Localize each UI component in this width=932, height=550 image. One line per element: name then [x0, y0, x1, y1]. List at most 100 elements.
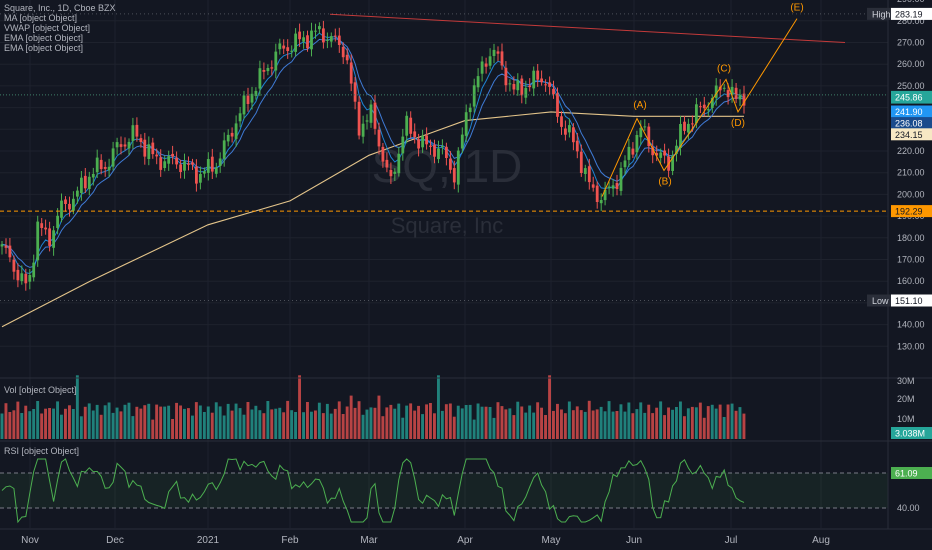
rsi-pane: [0, 458, 888, 524]
volume-bar-168: [667, 407, 670, 439]
volume-bar-147: [583, 411, 587, 439]
volume-bar-60: [238, 408, 242, 439]
volume-bar-72: [286, 400, 290, 439]
candle-body-116: [460, 134, 464, 149]
time-tick-2: 2021: [197, 535, 220, 546]
price-tick-7: 200.00: [897, 189, 925, 199]
volume-bar-76: [302, 412, 305, 439]
volume-bar-116: [460, 408, 464, 439]
candle-body-11: [44, 227, 47, 230]
candle-body-162: [643, 126, 647, 128]
candle-body-68: [270, 67, 274, 69]
volume-bar-101: [401, 417, 405, 439]
volume-bar-30: [119, 411, 123, 439]
volume-bar-15: [60, 414, 63, 439]
volume-label[interactable]: Vol [object Object]: [4, 385, 77, 395]
candle-body-21: [83, 175, 87, 189]
volume-bar-38: [151, 419, 155, 439]
low-tag-bg: [867, 294, 891, 307]
volume-bar-97: [385, 407, 389, 439]
candle-body-108: [429, 145, 432, 147]
volume-bar-103: [409, 403, 413, 439]
volume-bar-65: [258, 410, 262, 439]
support-value-label-bg: [891, 205, 932, 218]
volume-bar-37: [147, 403, 151, 439]
candle-body-90: [357, 101, 361, 136]
volume-bar-69: [274, 408, 278, 439]
legend-indicator-ma[interactable]: MA [object Object]: [4, 13, 78, 23]
candle-body-115: [456, 150, 460, 185]
candle-body-61: [242, 95, 246, 115]
watermark-name: Square, Inc: [391, 213, 504, 238]
candle-body-27: [107, 166, 111, 171]
volume-bar-156: [619, 404, 623, 439]
volume-bar-59: [234, 403, 238, 439]
volume-bar-21: [83, 406, 87, 439]
candle-body-14: [56, 215, 59, 228]
volume-bar-181: [718, 404, 722, 439]
high-value-label: 283.19: [895, 9, 923, 19]
volume-bar-35: [139, 408, 143, 439]
rsi-line: [1, 458, 745, 524]
candle-body-171: [679, 124, 682, 148]
volume-bar-83: [329, 413, 333, 439]
candle-body-139: [552, 88, 555, 95]
volume-bar-93: [369, 407, 373, 439]
volume-bar-70: [278, 407, 282, 439]
chart-overlays: (A) (B) (C) (D) (E): [0, 3, 888, 212]
candle-body-138: [548, 82, 551, 87]
candle-body-151: [599, 200, 603, 204]
legend-indicator-vwap[interactable]: VWAP [object Object]: [4, 23, 91, 33]
candle-body-185: [734, 87, 738, 99]
volume-bar-182: [722, 417, 726, 439]
volume-bar-86: [341, 414, 345, 439]
legend-indicator-ema[interactable]: EMA [object Object]: [4, 33, 84, 43]
wave-label-0: (A): [633, 100, 646, 111]
candle-body-64: [254, 90, 258, 96]
candle-body-100: [397, 153, 401, 174]
volume-bar-56: [222, 415, 226, 439]
legend-title[interactable]: Square, Inc., 1D, Cboe BZX: [4, 3, 116, 13]
candle-body-161: [639, 127, 643, 138]
volume-bar-18: [71, 409, 75, 439]
candle-body-78: [310, 30, 313, 50]
volume-bar-118: [468, 404, 472, 439]
volume-bar-171: [679, 401, 682, 439]
volume-bar-47: [187, 408, 190, 439]
volume-bar-16: [64, 408, 67, 439]
volume-bar-120: [476, 403, 480, 439]
volume-bar-102: [405, 405, 409, 439]
candle-body-53: [210, 156, 214, 172]
volume-bar-91: [361, 414, 365, 439]
volume-bar-68: [270, 409, 274, 439]
candle-body-32: [127, 141, 131, 149]
volume-bar-128: [508, 408, 512, 439]
candle-body-167: [663, 150, 666, 156]
time-tick-8: Jul: [725, 535, 738, 546]
candle-body-184: [730, 86, 734, 96]
ema200-series: [1, 111, 744, 328]
volume-bar-106: [421, 414, 424, 439]
candle-body-23: [91, 174, 95, 178]
volume-bar-10: [40, 413, 44, 439]
legend-indicator-ema-2[interactable]: EMA [object Object]: [4, 43, 84, 53]
candle-body-111: [441, 146, 444, 148]
rsi-label[interactable]: RSI [object Object]: [4, 446, 80, 456]
candle-body-150: [595, 185, 599, 202]
volume-bar-95: [377, 395, 381, 439]
candle-body-34: [135, 124, 139, 137]
wave-label-3: (D): [731, 118, 745, 129]
volume-bar-64: [254, 405, 258, 439]
candle-body-114: [452, 168, 456, 183]
candle-body-0: [0, 244, 4, 247]
candle-body-12: [48, 228, 51, 246]
volume-bar-34: [135, 406, 139, 439]
candle-body-66: [262, 70, 266, 72]
candle-body-142: [564, 128, 567, 135]
volume-bar-113: [448, 403, 452, 439]
volume-bar-124: [492, 417, 496, 439]
volume-bar-107: [425, 404, 428, 439]
volume-bar-174: [690, 406, 694, 439]
volume-bar-134: [532, 412, 536, 439]
